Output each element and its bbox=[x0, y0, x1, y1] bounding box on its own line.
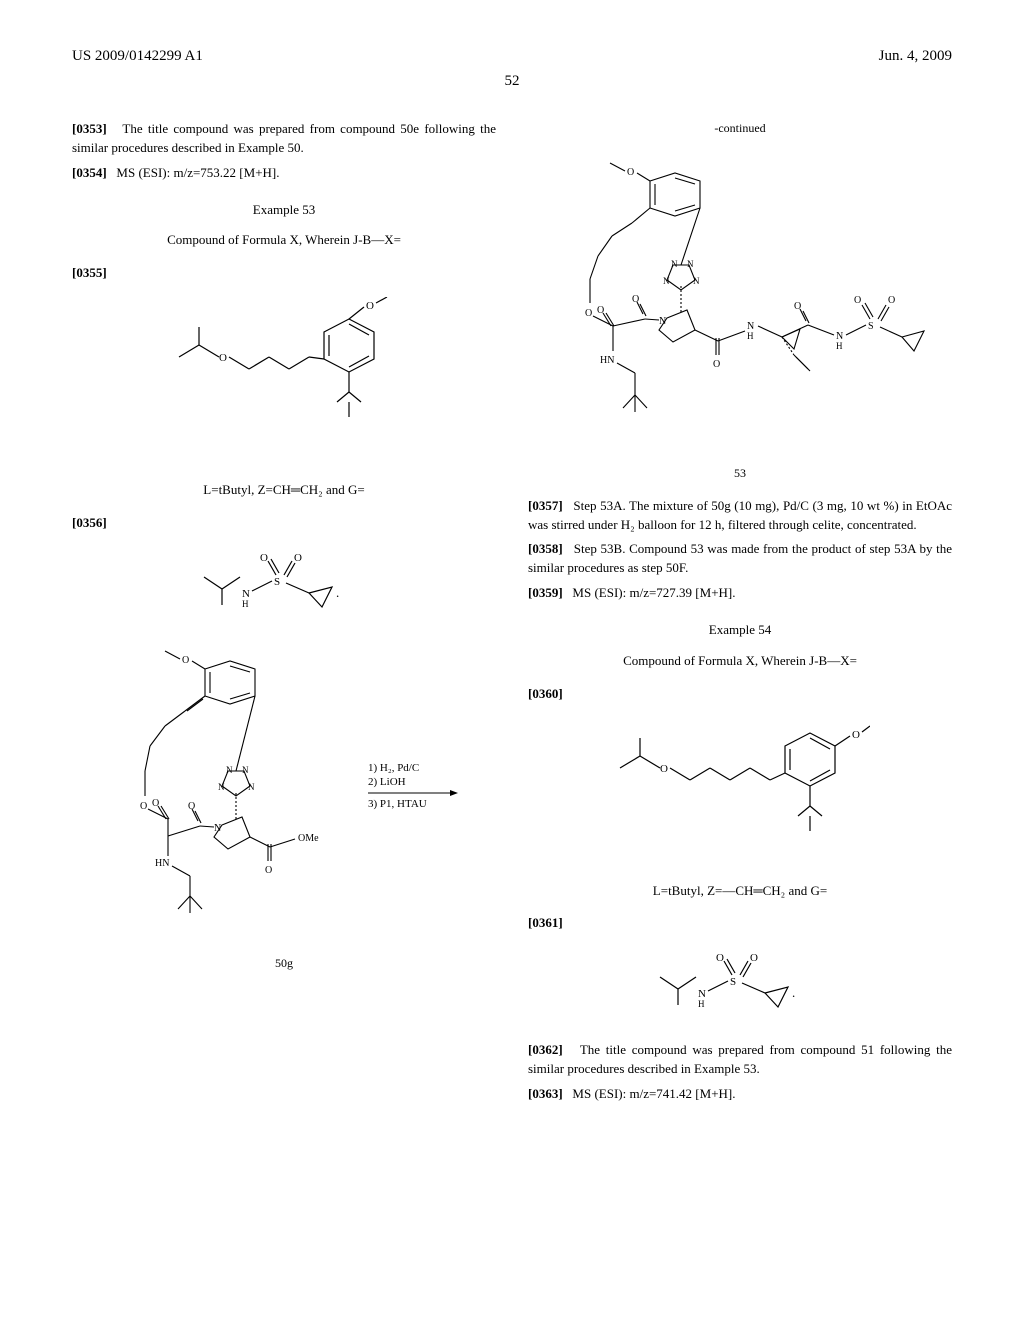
para-num: [0362] bbox=[528, 1042, 563, 1057]
svg-text:N: N bbox=[693, 276, 700, 286]
para-text: MS (ESI): m/z=727.39 [M+H]. bbox=[572, 585, 735, 600]
svg-text:N: N bbox=[671, 259, 678, 269]
svg-text:O: O bbox=[260, 552, 268, 564]
svg-text:H: H bbox=[836, 341, 843, 351]
svg-text:O: O bbox=[627, 167, 634, 178]
paragraph-0353: [0353] The title compound was prepared f… bbox=[72, 120, 496, 158]
two-column-layout: [0353] The title compound was prepared f… bbox=[72, 120, 952, 1110]
para-text: Step 53B. Compound 53 was made from the … bbox=[528, 541, 952, 575]
structure-g-ex54: N H S O O . bbox=[528, 947, 952, 1027]
svg-text:.: . bbox=[792, 985, 795, 1000]
paragraph-0358: [0358] Step 53B. Compound 53 was made fr… bbox=[528, 540, 952, 578]
para-text: The title compound was prepared from com… bbox=[72, 121, 496, 155]
paragraph-0362: [0362] The title compound was prepared f… bbox=[528, 1041, 952, 1079]
svg-text:HN: HN bbox=[600, 355, 614, 366]
para-text: MS (ESI): m/z=741.42 [M+H]. bbox=[572, 1086, 735, 1101]
example-53-title: Example 53 bbox=[72, 201, 496, 220]
svg-text:.: . bbox=[336, 585, 339, 600]
svg-text:N: N bbox=[248, 782, 255, 792]
svg-text:S: S bbox=[274, 576, 280, 588]
para-text: MS (ESI): m/z=753.22 [M+H]. bbox=[116, 165, 279, 180]
right-column: -continued O bbox=[528, 120, 952, 1110]
svg-text:O: O bbox=[219, 352, 227, 364]
reaction-arrow-block: 1) H₂, Pd/C 2) LiOH 3) P1, HTAU bbox=[368, 761, 458, 812]
para-text: The title compound was prepared from com… bbox=[528, 1042, 952, 1076]
para-num: [0356] bbox=[72, 515, 107, 530]
reagent-line-2: 2) LiOH bbox=[368, 775, 458, 789]
paragraph-0357: [0357] Step 53A. The mixture of 50g (10 … bbox=[528, 497, 952, 535]
svg-text:N: N bbox=[218, 782, 225, 792]
svg-text:O: O bbox=[660, 763, 668, 775]
svg-text:S: S bbox=[730, 976, 736, 988]
reagent-line-1: 1) H₂, Pd/C bbox=[368, 761, 458, 775]
svg-text:O: O bbox=[852, 729, 860, 741]
paragraph-0363: [0363] MS (ESI): m/z=741.42 [M+H]. bbox=[528, 1085, 952, 1104]
svg-text:O: O bbox=[854, 295, 861, 306]
svg-text:O: O bbox=[265, 865, 272, 876]
svg-text:O: O bbox=[585, 308, 592, 319]
svg-text:OMe: OMe bbox=[298, 833, 319, 844]
svg-text:O: O bbox=[152, 798, 159, 809]
para-num: [0360] bbox=[528, 686, 563, 701]
svg-text:HN: HN bbox=[155, 858, 169, 869]
svg-text:O: O bbox=[366, 300, 374, 312]
para-num: [0358] bbox=[528, 541, 563, 556]
continued-label: -continued bbox=[528, 120, 952, 137]
para-num: [0354] bbox=[72, 165, 107, 180]
svg-text:H: H bbox=[747, 331, 754, 341]
structure-50g-label: 50g bbox=[72, 955, 496, 972]
para-num: [0359] bbox=[528, 585, 563, 600]
svg-text:O: O bbox=[750, 952, 758, 964]
formula-line-ex53: L=tButyl, Z=CH═CH₂ and G= bbox=[72, 481, 496, 500]
para-num: [0361] bbox=[528, 915, 563, 930]
para-num: [0353] bbox=[72, 121, 107, 136]
para-num: [0363] bbox=[528, 1086, 563, 1101]
structure-53: O O O bbox=[528, 151, 952, 451]
svg-text:O: O bbox=[713, 359, 720, 370]
publication-number: US 2009/0142299 A1 bbox=[72, 48, 203, 65]
formula-line-ex54: L=tButyl, Z=—CH═CH₂ and G= bbox=[528, 882, 952, 901]
paragraph-0359: [0359] MS (ESI): m/z=727.39 [M+H]. bbox=[528, 584, 952, 603]
example-53-compound: Compound of Formula X, Wherein J-B—X= bbox=[72, 231, 496, 250]
example-54-title: Example 54 bbox=[528, 621, 952, 640]
paragraph-0361: [0361] bbox=[528, 914, 952, 933]
svg-text:N: N bbox=[242, 765, 249, 775]
svg-text:S: S bbox=[868, 321, 874, 332]
svg-text:O: O bbox=[140, 801, 147, 812]
reagent-line-3: 3) P1, HTAU bbox=[368, 797, 458, 811]
para-num: [0357] bbox=[528, 498, 563, 513]
structure-53-label: 53 bbox=[528, 465, 952, 482]
svg-text:O: O bbox=[182, 655, 189, 666]
example-54-compound: Compound of Formula X, Wherein J-B—X= bbox=[528, 652, 952, 671]
svg-text:N: N bbox=[226, 765, 233, 775]
structure-jbx-ex53: O O bbox=[72, 297, 496, 467]
svg-text:H: H bbox=[698, 999, 705, 1009]
publication-date: Jun. 4, 2009 bbox=[879, 48, 952, 65]
left-column: [0353] The title compound was prepared f… bbox=[72, 120, 496, 1110]
svg-text:O: O bbox=[188, 801, 195, 812]
page-number: 52 bbox=[72, 73, 952, 90]
svg-text:O: O bbox=[632, 294, 639, 305]
para-num: [0355] bbox=[72, 265, 107, 280]
svg-text:O: O bbox=[294, 552, 302, 564]
svg-text:N: N bbox=[663, 276, 670, 286]
structure-jbx-ex54: O O bbox=[528, 718, 952, 868]
svg-text:O: O bbox=[597, 305, 604, 316]
paragraph-0355: [0355] bbox=[72, 264, 496, 283]
svg-text:N: N bbox=[687, 259, 694, 269]
paragraph-0354: [0354] MS (ESI): m/z=753.22 [M+H]. bbox=[72, 164, 496, 183]
paragraph-0356: [0356] bbox=[72, 514, 496, 533]
structure-g-ex53: N H S O O . bbox=[72, 547, 496, 627]
para-text: Step 53A. The mixture of 50g (10 mg), Pd… bbox=[528, 498, 952, 532]
svg-text:O: O bbox=[794, 301, 801, 312]
paragraph-0360: [0360] bbox=[528, 685, 952, 704]
svg-text:H: H bbox=[242, 599, 249, 609]
svg-text:O: O bbox=[888, 295, 895, 306]
svg-text:O: O bbox=[716, 952, 724, 964]
reaction-arrow-icon bbox=[368, 789, 458, 797]
structure-50g-scheme: O O bbox=[72, 641, 496, 941]
page-header: US 2009/0142299 A1 Jun. 4, 2009 bbox=[72, 48, 952, 65]
